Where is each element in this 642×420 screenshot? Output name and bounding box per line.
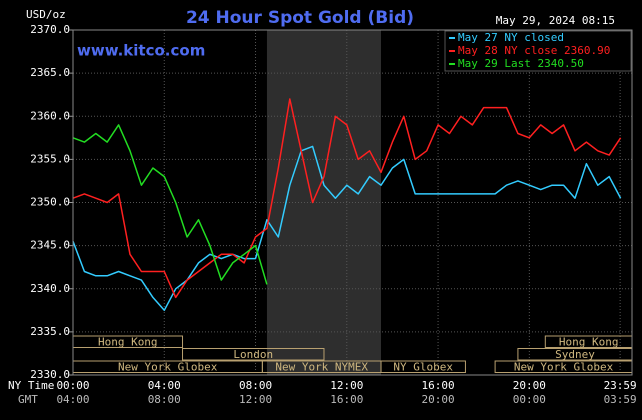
x2-tick-label: 04:00 bbox=[56, 393, 89, 406]
session-label: New York Globex bbox=[514, 360, 614, 373]
x2-tick-label: 03:59 bbox=[604, 393, 637, 406]
timestamp: May 29, 2024 08:15 bbox=[496, 14, 615, 27]
session-label: London bbox=[233, 348, 273, 361]
session-label: New York Globex bbox=[118, 360, 218, 373]
x2-tick-label: 12:00 bbox=[239, 393, 272, 406]
y-tick-label: 2355.0 bbox=[30, 152, 70, 165]
plot-border bbox=[72, 29, 633, 376]
session-box bbox=[380, 360, 466, 373]
x-tick-label: 20:00 bbox=[513, 379, 546, 392]
chart-title: 24 Hour Spot Gold (Bid) bbox=[186, 8, 414, 28]
session-box bbox=[182, 348, 325, 361]
series-line bbox=[72, 124, 268, 285]
x2-tick-label: 08:00 bbox=[148, 393, 181, 406]
y-tick-label: 2365.0 bbox=[30, 66, 70, 79]
x2-axis-label: GMT bbox=[18, 393, 38, 406]
legend-label: May 29 Last 2340.50 bbox=[458, 57, 584, 70]
session-label: NY Globex bbox=[393, 360, 453, 373]
y-tick-label: 2340.0 bbox=[30, 282, 70, 295]
watermark: www.kitco.com bbox=[77, 42, 205, 60]
y-tick-label: 2345.0 bbox=[30, 239, 70, 252]
session-label: Hong Kong bbox=[98, 335, 158, 348]
x-tick-label: 16:00 bbox=[421, 379, 454, 392]
series-line bbox=[72, 145, 622, 312]
x-tick-label: 12:00 bbox=[330, 379, 363, 392]
y-unit: USD/oz bbox=[26, 8, 66, 21]
y-tick-label: 2350.0 bbox=[30, 196, 70, 209]
x-tick-label: 23:59 bbox=[604, 379, 637, 392]
x-tick-label: 08:00 bbox=[239, 379, 272, 392]
x-tick-label: 00:00 bbox=[56, 379, 89, 392]
shaded-session bbox=[266, 30, 382, 375]
series-line bbox=[72, 98, 622, 299]
y-tick-label: 2360.0 bbox=[30, 109, 70, 122]
x2-tick-label: 00:00 bbox=[513, 393, 546, 406]
legend-label: May 28 NY close 2360.90 bbox=[458, 44, 610, 57]
legend-box bbox=[444, 30, 632, 72]
x2-tick-label: 16:00 bbox=[330, 393, 363, 406]
session-label: Sydney bbox=[555, 348, 595, 361]
y-tick-label: 2370.0 bbox=[30, 23, 70, 36]
x-axis-label: NY Time bbox=[8, 379, 54, 392]
legend-label: May 27 NY closed bbox=[458, 31, 564, 44]
session-label: New York NYMEX bbox=[275, 360, 368, 373]
x2-tick-label: 20:00 bbox=[421, 393, 454, 406]
y-tick-label: 2330.0 bbox=[30, 368, 70, 381]
session-label: Hong Kong bbox=[559, 335, 619, 348]
x-tick-label: 04:00 bbox=[148, 379, 181, 392]
y-tick-label: 2335.0 bbox=[30, 325, 70, 338]
